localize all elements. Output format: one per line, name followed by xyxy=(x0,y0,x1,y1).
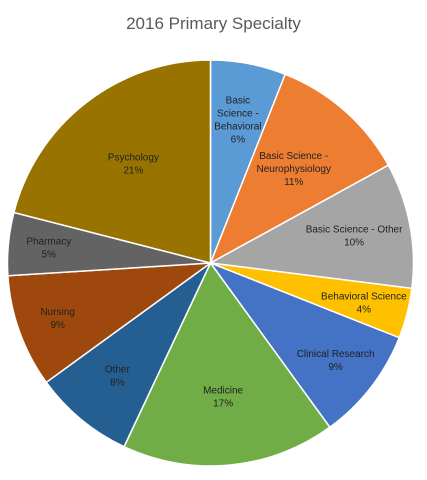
slice-label: Pharmacy 5% xyxy=(26,237,71,261)
slice-label: Other 8% xyxy=(105,365,131,389)
slice-label: Behavioral Science 4% xyxy=(321,291,407,315)
pie-slice-psychology xyxy=(12,59,212,264)
slice-label: Nursing 9% xyxy=(40,307,74,331)
slice-category-label: Neurophysiology xyxy=(256,164,331,175)
slice-value-label: 9% xyxy=(328,362,343,373)
pie-slice-basic-science-other xyxy=(208,164,415,290)
slice-value-label: 8% xyxy=(110,378,125,389)
slice-value-label: 4% xyxy=(357,304,372,315)
slice-category-label: Pharmacy xyxy=(26,237,71,248)
slice-label: Psychology 21% xyxy=(108,153,159,177)
pie-slice-basic-science-neurophysiology xyxy=(209,73,390,265)
slice-value-label: 5% xyxy=(42,250,57,261)
slice-value-label: 21% xyxy=(123,166,143,177)
slice-category-label: Medicine xyxy=(203,385,243,396)
pie-slice-medicine xyxy=(123,261,331,467)
slice-category-label: Behavioral xyxy=(214,121,261,132)
slice-value-label: 11% xyxy=(284,177,303,188)
pie-slice-other xyxy=(45,262,212,448)
slice-value-label: 10% xyxy=(344,238,364,249)
slice-value-label: 6% xyxy=(231,134,246,145)
slice-category-label: Science - xyxy=(217,108,259,119)
pie-slice-nursing xyxy=(7,262,214,384)
slice-label: Basic Science - Neurophysiology 11% xyxy=(256,151,331,188)
slice-label: Basic Science - Other 10% xyxy=(306,225,403,249)
slice-value-label: 17% xyxy=(213,398,233,409)
slice-category-label: Basic Science - xyxy=(259,151,328,162)
slice-label: Medicine 17% xyxy=(203,385,243,409)
slice-label: Clinical Research 9% xyxy=(297,349,375,373)
slice-category-label: Basic Science - Other xyxy=(306,225,403,236)
slice-category-label: Psychology xyxy=(108,153,159,164)
slice-category-label: Nursing xyxy=(40,307,74,318)
slice-category-label: Clinical Research xyxy=(297,349,375,360)
slice-label: Basic Science - Behavioral 6% xyxy=(214,95,261,145)
pie-slice-clinical-research xyxy=(208,261,401,429)
slice-value-label: 9% xyxy=(50,320,65,331)
slice-category-label: Other xyxy=(105,365,131,376)
chart-title: 2016 Primary Specialty xyxy=(126,14,301,33)
slice-category-label: Basic xyxy=(226,95,250,106)
slice-category-label: Behavioral Science xyxy=(321,291,407,302)
